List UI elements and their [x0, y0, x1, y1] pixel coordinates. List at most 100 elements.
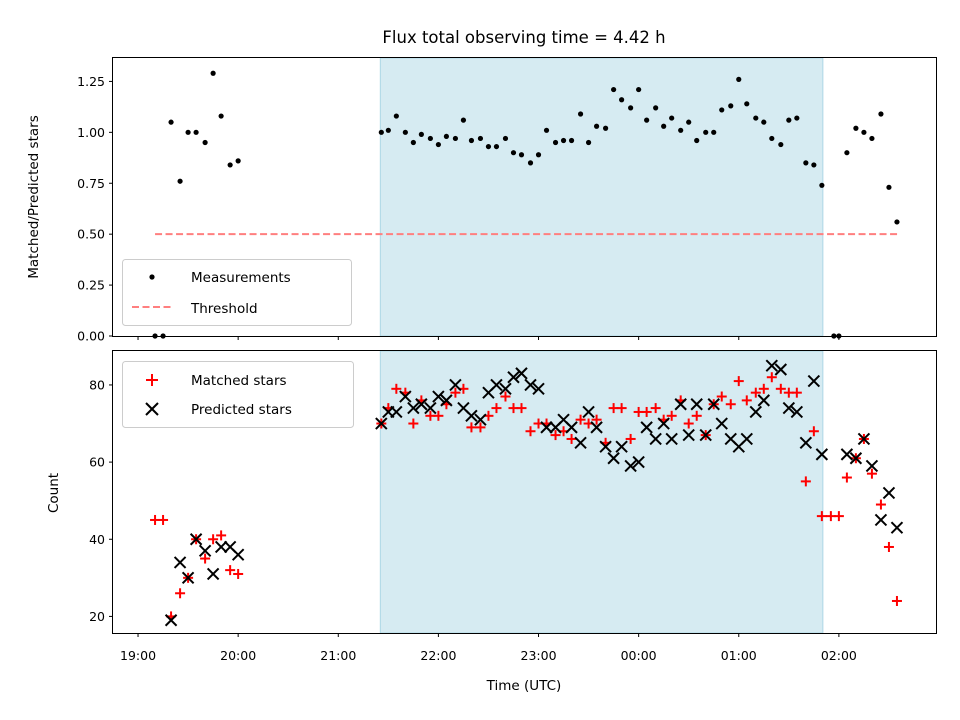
predicted-star-marker-b	[632, 455, 645, 469]
matched-star-point	[816, 511, 827, 522]
predicted-star-point	[599, 440, 612, 453]
measurement-point	[435, 141, 441, 148]
measurement-point	[593, 123, 600, 129]
predicted-star-marker-b	[665, 432, 678, 446]
predicted-star-point	[615, 440, 628, 453]
predicted-star-point	[231, 548, 245, 561]
matched-star-point	[666, 410, 677, 421]
bottom-x-tick-label: 01:00	[721, 648, 757, 663]
predicted-star-point	[757, 394, 770, 407]
predicted-star-marker-b	[757, 394, 770, 407]
predicted-star-marker-b	[890, 521, 904, 534]
predicted-star-marker-b	[465, 409, 478, 423]
measurement-point	[644, 117, 650, 123]
predicted-star-marker-b	[198, 544, 212, 558]
predicted-star-marker-b	[840, 448, 854, 461]
matched-star-point	[758, 383, 769, 394]
predicted-star-marker-b	[565, 421, 578, 434]
measurement-point	[769, 135, 775, 142]
predicted-star-marker-b	[181, 571, 195, 585]
predicted-star-point	[674, 398, 687, 411]
measurement-point	[510, 150, 517, 156]
predicted-star-point	[790, 405, 804, 419]
predicted-star-point	[173, 556, 187, 569]
predicted-star-point	[649, 432, 662, 446]
measurement-point	[468, 137, 475, 144]
top-y-axis: 0.00 0.25 0.50 0.75 1.00 1.25	[77, 74, 113, 344]
measurement-point	[844, 150, 850, 156]
predicted-star-point	[390, 405, 403, 419]
top-plot-frame	[112, 57, 937, 337]
predicted-star-marker-b	[164, 614, 178, 627]
predicted-star-marker-b	[474, 413, 487, 426]
matched-star-point	[566, 433, 577, 444]
legend-predicted-marker	[145, 402, 159, 416]
matched-star-point	[716, 391, 727, 402]
matched-star-point	[591, 414, 602, 425]
top-panel: 0.00 0.25 0.50 0.75 1.00 1.25 Matched/Predict…	[26, 57, 937, 344]
matched-star-point	[158, 514, 169, 525]
predicted-star-point	[815, 448, 829, 461]
measurement-point	[628, 105, 634, 111]
measurement-point	[518, 152, 525, 158]
measurement-point	[168, 119, 174, 125]
predicted-star-point	[865, 459, 879, 473]
predicted-star-marker-b	[815, 448, 829, 461]
measurement-point	[861, 129, 867, 135]
top-y-tick-label: 0.25	[77, 278, 105, 293]
measurement-point	[611, 86, 617, 93]
matched-star-point	[841, 472, 852, 483]
predicted-star-marker-b	[189, 533, 203, 546]
predicted-star-marker-b	[173, 556, 187, 569]
predicted-star-marker-b	[740, 432, 753, 446]
predicted-star-marker-b	[540, 421, 553, 434]
measurement-point	[493, 143, 500, 150]
predicted-star-point	[749, 405, 762, 419]
predicted-star-point	[375, 417, 388, 430]
measurement-point	[894, 219, 900, 225]
legend-matched-label: Matched stars	[191, 373, 287, 389]
predicted-star-marker-b	[649, 432, 662, 446]
chart-title: Flux total observing time = 4.42 h	[382, 28, 665, 47]
predicted-star-point	[840, 448, 854, 461]
matched-star-point	[475, 422, 486, 433]
top-y-tick-label: 1.25	[77, 74, 105, 89]
measurement-point	[443, 133, 450, 140]
matched-star-point	[450, 387, 461, 398]
predicted-star-marker-b	[574, 436, 587, 450]
predicted-star-point	[607, 452, 620, 465]
matched-star-point	[433, 410, 444, 421]
matched-star-point	[491, 403, 502, 414]
predicted-star-marker-b	[449, 378, 462, 392]
measurement-point	[477, 135, 484, 142]
matched-star-point	[866, 468, 877, 479]
predicted-star-marker-b	[690, 398, 703, 411]
measurement-point	[878, 111, 884, 117]
bottom-legend: Matched stars Predicted stars	[122, 361, 354, 428]
predicted-star-marker-b	[849, 452, 863, 465]
measurement-point	[728, 103, 734, 109]
predicted-star-point	[399, 390, 412, 403]
bottom-x-axis-label: Time (UTC)	[486, 678, 562, 694]
predicted-star-point	[415, 398, 428, 411]
matched-star-point	[725, 399, 736, 410]
predicted-star-marker-b	[557, 413, 570, 426]
measurement-point	[619, 97, 625, 103]
bottom-plot-frame	[112, 350, 937, 634]
measurement-point	[585, 139, 592, 146]
bottom-panel: 20 40 60 80 19:00 20:00 21:00 22:00 23:00 00:00 0…	[46, 350, 937, 694]
matched-star-point	[650, 403, 661, 414]
matched-star-point	[741, 395, 752, 406]
matched-star-point	[575, 414, 586, 425]
bottom-y-axis: 20 40 60 80	[89, 377, 113, 624]
predicted-star-marker-b	[790, 405, 804, 419]
matched-star-point	[525, 426, 536, 437]
predicted-star-point	[890, 521, 904, 534]
predicted-star-marker-b	[699, 428, 712, 442]
matched-star-point	[691, 410, 702, 421]
measurement-point	[185, 129, 191, 135]
measurement-point	[378, 129, 384, 135]
measurement-point	[485, 143, 492, 150]
predicted-star-marker-b	[749, 405, 762, 419]
predicted-star-point	[682, 428, 695, 442]
